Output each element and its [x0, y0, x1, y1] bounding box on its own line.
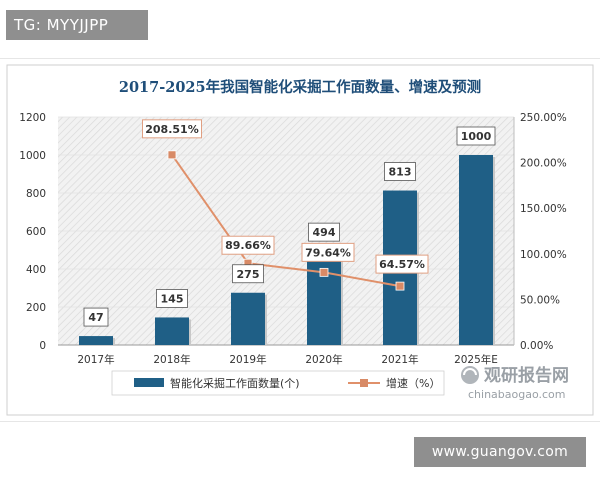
- rate-line-path: [171, 154, 401, 288]
- bar-label-box: [156, 289, 188, 308]
- y-right-tick-label: 100.00%: [520, 249, 567, 261]
- rate-point: [167, 150, 177, 160]
- y-right-tick-label: 0.00%: [520, 340, 553, 352]
- legend: 智能化采掘工作面数量(个) 增速（%）: [111, 370, 445, 396]
- chart-svg: 2017-2025年我国智能化采掘工作面数量、增速及预测 0 200 400 600 8…: [6, 64, 594, 416]
- legend-swatch-marker: [360, 379, 368, 387]
- x-tick-label: 2025年E: [454, 353, 498, 366]
- rate-label-box: [375, 254, 429, 274]
- bar: [79, 336, 113, 345]
- bar-label-box: [232, 264, 264, 284]
- chart-card: 2017-2025年我国智能化采掘工作面数量、增速及预测 0 200 400 600 8…: [0, 58, 600, 422]
- rate-label-box: [301, 242, 355, 262]
- bar-label: 494: [313, 226, 336, 239]
- bar-label: 813: [389, 166, 412, 179]
- x-tick-label: 2017年: [77, 353, 114, 366]
- legend-box: [111, 370, 445, 396]
- bar-label-box: [384, 162, 416, 181]
- footer-tag: www.guangov.com: [414, 437, 586, 467]
- bar-label-box: [456, 126, 496, 146]
- bar: [231, 292, 265, 345]
- bar: [155, 317, 189, 345]
- gridlines: [58, 116, 514, 346]
- bar-label: 145: [161, 292, 184, 305]
- rate-label: 208.51%: [145, 123, 198, 136]
- legend-label-line: 增速（%）: [386, 376, 440, 390]
- y-left-tick-label: 1000: [19, 150, 46, 162]
- data-labels: 47 145 275 494 813 1000 208.51% 89.66% 79.64% 64.…: [83, 119, 496, 327]
- x-tick-label: 2018年: [153, 353, 190, 366]
- watermark-en: chinabaogao.com: [468, 388, 566, 401]
- rate-label: 79.64%: [305, 246, 351, 259]
- watermark: 观研报告网 chinabaogao.com: [461, 365, 569, 401]
- bar-label: 47: [88, 311, 103, 324]
- y-left-tick-label: 800: [26, 188, 46, 200]
- y-left-tick-label: 600: [26, 226, 46, 238]
- legend-label-bar: 智能化采掘工作面数量(个): [170, 376, 300, 390]
- bar-label-box: [308, 222, 340, 242]
- axes: 0 200 400 600 800 1000 1200 0.00% 50.00% 100.00% 1…: [19, 112, 566, 366]
- y-left-tick-label: 1200: [19, 112, 46, 124]
- rate-point: [319, 267, 329, 277]
- y-right-tick-label: 250.00%: [520, 112, 567, 124]
- bar-label: 275: [237, 268, 260, 281]
- y-left-tick-label: 200: [26, 302, 46, 314]
- rate-line: [167, 150, 405, 291]
- bar-label-box: [83, 307, 109, 327]
- y-right-tick-label: 200.00%: [520, 158, 567, 170]
- bar: [307, 251, 341, 345]
- rate-point: [395, 281, 405, 291]
- x-tick-label: 2021年: [381, 353, 418, 366]
- watermark-logo-icon: [461, 366, 479, 384]
- rate-label-box: [142, 119, 202, 139]
- x-tick-label: 2020年: [305, 353, 342, 366]
- watermark-cn: 观研报告网: [483, 365, 569, 386]
- rate-label: 64.57%: [379, 258, 425, 271]
- bar: [459, 155, 493, 345]
- bar-label: 1000: [461, 130, 492, 143]
- rate-label-box: [221, 235, 275, 255]
- header-tag: TG: MYYJJPP: [6, 10, 148, 40]
- x-tick-label: 2019年: [229, 353, 266, 366]
- bars: [79, 155, 495, 345]
- chart-title: 2017-2025年我国智能化采掘工作面数量、增速及预测: [119, 78, 481, 96]
- y-right-tick-label: 150.00%: [520, 203, 567, 215]
- rate-label: 89.66%: [225, 239, 271, 252]
- y-left-tick-label: 0: [39, 340, 46, 352]
- y-left-tick-label: 400: [26, 264, 46, 276]
- y-right-tick-label: 50.00%: [520, 294, 560, 306]
- legend-swatch-bar: [134, 378, 164, 387]
